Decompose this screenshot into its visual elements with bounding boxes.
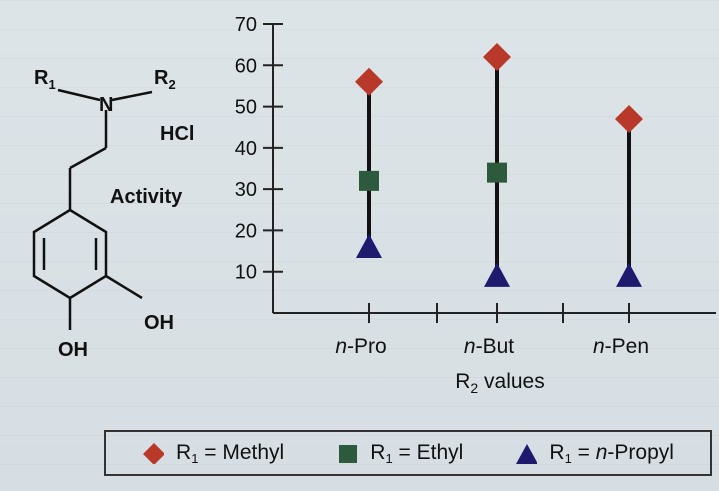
y-tick-label-30: 30 — [235, 179, 257, 201]
legend-triangle-icon — [516, 444, 538, 464]
x-tick-label-n-Pen: n-Pen — [593, 335, 649, 358]
point-diamond-n-Pen — [615, 104, 643, 133]
chemical-structure: R1 R2 N HCl Activity OH OH — [32, 67, 194, 361]
y-tick-label-70: 70 — [235, 14, 257, 36]
y-tick-label-50: 50 — [235, 97, 257, 119]
y-tick-label-10: 10 — [235, 262, 257, 284]
bond-oh-upper — [105, 274, 143, 300]
legend-square-icon — [339, 445, 358, 463]
bond-n-r2 — [111, 90, 153, 102]
oh-upper-label: OH — [144, 312, 174, 334]
legend-diamond-icon — [143, 443, 165, 464]
legend-item-square: R1 = Ethyl — [336, 441, 463, 466]
point-diamond-n-Pro — [355, 67, 383, 96]
legend-item-diamond: R1 = Methyl — [142, 441, 284, 466]
nitrogen-label: N — [99, 94, 113, 116]
x-axis-label: R2 values — [455, 370, 545, 396]
legend-item-triangle: R1 = n-Propyl — [515, 441, 674, 466]
oh-lower-label: OH — [58, 339, 88, 361]
point-square-n-But — [487, 162, 507, 183]
r2-label: R2 — [154, 67, 176, 92]
chart-area: 10 20 30 40 50 60 70 n-Pro n-But n-Pen R2 values — [235, 14, 716, 396]
point-triangle-n-Pro — [356, 233, 382, 258]
chart-legend: R1 = Methyl R1 = Ethyl R1 = n-Propyl — [104, 430, 712, 476]
x-tick-label-n-Pro: n-Pro — [335, 335, 386, 358]
point-square-n-Pro — [359, 170, 379, 191]
point-triangle-n-Pen — [616, 262, 642, 287]
bond-chain — [69, 146, 107, 170]
hcl-label: HCl — [160, 123, 194, 145]
y-tick-label-60: 60 — [235, 55, 257, 77]
legend-label: R1 = Ethyl — [370, 440, 464, 466]
point-triangle-n-But — [484, 262, 510, 287]
y-tick-label-20: 20 — [235, 220, 257, 242]
activity-label: Activity — [110, 186, 183, 208]
legend-label: R1 = Methyl — [176, 440, 285, 466]
bond-r1-n — [57, 88, 101, 102]
point-diamond-n-But — [483, 43, 511, 72]
legend-label: R1 = n-Propyl — [549, 440, 674, 466]
r1-label: R1 — [34, 67, 56, 92]
x-tick-label-n-But: n-But — [464, 335, 514, 358]
y-tick-label-40: 40 — [235, 138, 257, 160]
